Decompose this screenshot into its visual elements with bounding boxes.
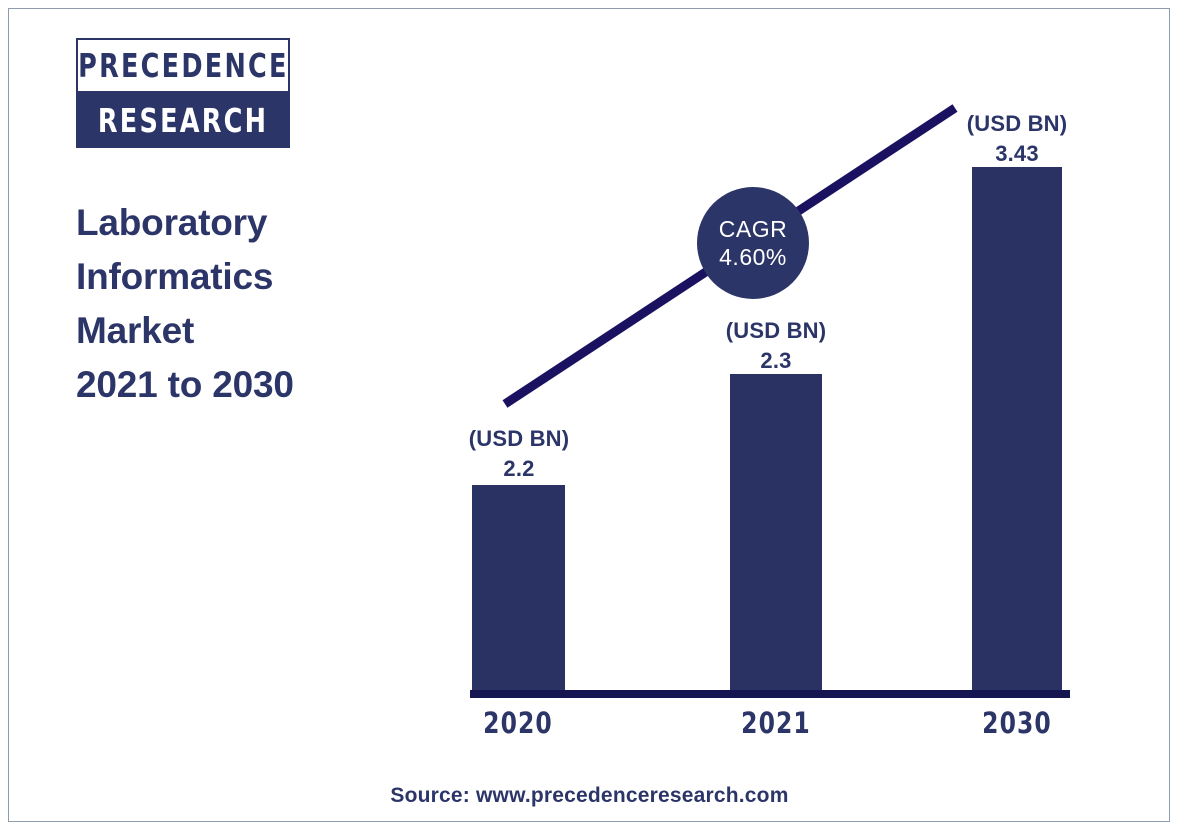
bar-value-2020: 2.2 [503, 456, 535, 481]
x-tick-2020: 2020 [483, 706, 553, 740]
bar-2020 [472, 485, 565, 692]
bar-unit-2021: (USD BN) [725, 318, 827, 343]
precedence-research-logo: PRECEDENCE RESEARCH [76, 38, 290, 148]
bar-label-2021: (USD BN) 2.3 [701, 316, 851, 376]
source-text: Source: www.precedenceresearch.com [390, 784, 789, 807]
x-axis-line [470, 690, 1070, 698]
title-line-2: Informatics [76, 256, 274, 297]
bar-value-2030: 3.43 [995, 141, 1039, 166]
bar-value-2021: 2.3 [760, 348, 792, 373]
title-line-4: 2021 to 2030 [76, 364, 294, 405]
bar-2021 [730, 374, 822, 692]
x-tick-2030: 2030 [982, 706, 1052, 740]
bar-label-2030: (USD BN) 3.43 [942, 109, 1092, 169]
page-title: Laboratory Informatics Market 2021 to 20… [76, 196, 436, 412]
cagr-badge: CAGR 4.60% [697, 187, 809, 299]
title-line-3: Market [76, 310, 195, 351]
cagr-label: CAGR [718, 216, 788, 242]
bar-label-2020: (USD BN) 2.2 [444, 424, 594, 484]
bar-unit-2020: (USD BN) [468, 426, 570, 451]
x-tick-2021: 2021 [741, 706, 811, 740]
logo-bottom-band: RESEARCH [76, 93, 290, 148]
bar-2030 [972, 167, 1062, 692]
cagr-value: 4.60% [719, 244, 787, 270]
logo-precedence-text: PRECEDENCE [77, 46, 289, 85]
logo-research-text: RESEARCH [97, 101, 269, 140]
logo-top-band: PRECEDENCE [76, 38, 290, 93]
title-line-1: Laboratory [76, 202, 268, 243]
bar-unit-2030: (USD BN) [966, 111, 1068, 136]
